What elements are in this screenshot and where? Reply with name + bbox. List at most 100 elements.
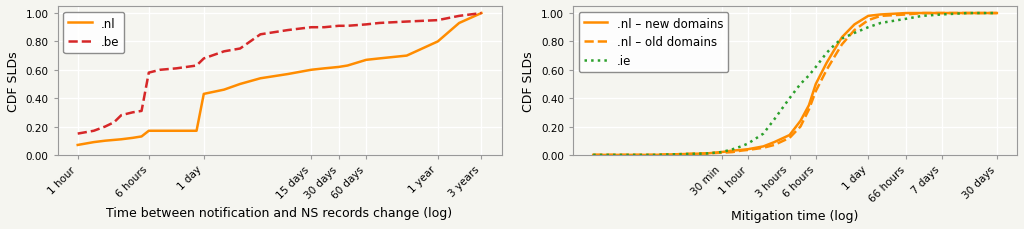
.nl: [254, 78, 266, 80]
Y-axis label: CDF SLDs: CDF SLDs: [522, 51, 536, 111]
.nl: [360, 59, 373, 62]
.ie: [587, 154, 599, 157]
Line: .ie: .ie: [593, 14, 997, 155]
.nl – new domains: [727, 150, 739, 152]
.ie: [768, 119, 780, 121]
.nl – old domains: [803, 109, 815, 111]
.be: [218, 51, 230, 54]
.be: [108, 121, 120, 124]
.be: [170, 68, 182, 71]
.nl: [127, 137, 139, 140]
.nl – new domains: [962, 13, 974, 15]
.nl – old domains: [820, 69, 833, 72]
.be: [341, 25, 353, 28]
.nl – new domains: [735, 149, 748, 152]
.nl – new domains: [916, 13, 929, 15]
.nl: [135, 136, 147, 138]
.be: [127, 112, 139, 114]
Line: .nl – old domains: .nl – old domains: [593, 14, 997, 155]
.ie: [783, 97, 796, 100]
.ie: [716, 151, 728, 154]
.nl: [163, 130, 175, 133]
.nl – new domains: [768, 141, 780, 144]
Line: .nl – new domains: .nl – new domains: [593, 14, 997, 155]
.ie: [836, 38, 848, 41]
.be: [254, 34, 266, 37]
.be: [453, 15, 465, 18]
.nl – new domains: [862, 15, 874, 18]
.nl – new domains: [803, 104, 815, 107]
.ie: [874, 22, 887, 25]
.nl – new domains: [716, 151, 728, 154]
.be: [475, 13, 487, 15]
.nl – old domains: [962, 13, 974, 15]
.nl – new domains: [795, 120, 807, 123]
Line: .be: .be: [78, 14, 481, 134]
.be: [360, 24, 373, 27]
.be: [88, 130, 100, 133]
.nl: [282, 73, 294, 76]
.nl – old domains: [768, 144, 780, 147]
.ie: [916, 15, 929, 18]
.nl: [190, 130, 203, 133]
.nl – new domains: [991, 13, 1004, 15]
.nl – new domains: [810, 83, 822, 86]
.nl: [115, 138, 127, 141]
.nl – old domains: [700, 153, 713, 155]
.ie: [757, 133, 769, 135]
.ie: [862, 27, 874, 30]
.nl: [154, 130, 166, 133]
.nl – old domains: [829, 55, 842, 58]
.nl: [305, 69, 317, 72]
.ie: [962, 13, 974, 15]
.nl – new domains: [674, 153, 686, 156]
.nl: [318, 68, 331, 71]
.nl: [142, 130, 155, 133]
.be: [190, 65, 203, 68]
.ie: [700, 153, 713, 155]
.nl – new domains: [587, 154, 599, 157]
.ie: [810, 66, 822, 69]
.nl – old domains: [757, 147, 769, 150]
.ie: [820, 52, 833, 55]
.nl: [181, 130, 194, 133]
.be: [318, 27, 331, 30]
.nl – new domains: [874, 14, 887, 17]
.nl: [72, 144, 84, 147]
.be: [432, 20, 444, 22]
.nl: [198, 93, 210, 96]
.ie: [900, 18, 912, 21]
.nl – old domains: [862, 20, 874, 22]
.ie: [742, 142, 755, 145]
.ie: [848, 32, 860, 35]
.nl – old domains: [874, 15, 887, 18]
.nl: [373, 58, 385, 60]
.nl – old domains: [810, 90, 822, 93]
.ie: [991, 13, 1004, 15]
X-axis label: Time between notification and NS records change (log): Time between notification and NS records…: [106, 206, 453, 219]
.nl – new domains: [648, 154, 660, 157]
.nl – old domains: [716, 152, 728, 154]
.nl – old domains: [936, 13, 948, 15]
.nl – new domains: [742, 148, 755, 151]
.nl – old domains: [735, 150, 748, 152]
.be: [282, 30, 294, 32]
.nl – new domains: [900, 13, 912, 15]
.be: [99, 125, 112, 128]
.nl – old domains: [795, 125, 807, 128]
Y-axis label: CDF SLDs: CDF SLDs: [7, 51, 19, 111]
.nl: [475, 13, 487, 15]
.nl – old domains: [916, 13, 929, 15]
.ie: [727, 148, 739, 151]
Line: .nl: .nl: [78, 14, 481, 145]
.nl: [170, 130, 182, 133]
.nl – new domains: [783, 134, 796, 137]
.ie: [648, 154, 660, 157]
X-axis label: Mitigation time (log): Mitigation time (log): [731, 209, 859, 222]
.nl: [432, 41, 444, 44]
.nl – new domains: [836, 37, 848, 39]
Legend: .nl – new domains, .nl – old domains, .ie: .nl – new domains, .nl – old domains, .i…: [579, 13, 728, 73]
.be: [72, 133, 84, 135]
.be: [142, 72, 155, 75]
.nl: [233, 83, 246, 86]
